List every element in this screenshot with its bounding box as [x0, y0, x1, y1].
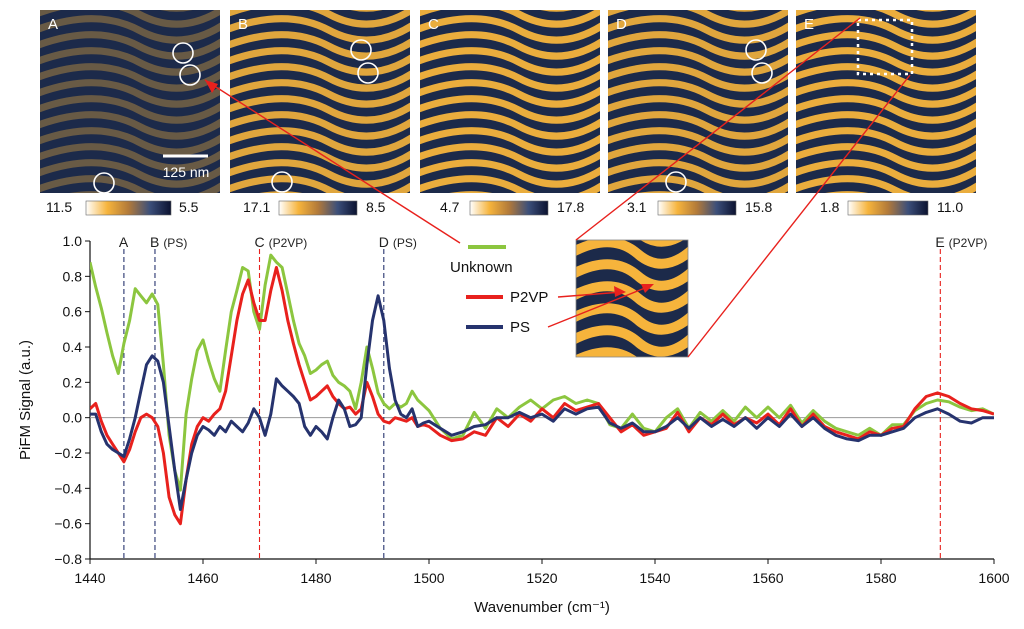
peak-marker-label: B (PS): [150, 234, 187, 250]
map-panel-a: A 125 nm: [40, 10, 220, 194]
zoom-inset-image: [576, 240, 688, 357]
x-tick-label: 1580: [865, 570, 896, 586]
x-tick-label: 1460: [187, 570, 218, 586]
y-tick-label: 0.6: [63, 304, 83, 320]
colorbar-d-right: 15.8: [745, 199, 772, 215]
y-tick-label: 0.0: [63, 410, 83, 426]
colorbar-e: 1.8 11.0: [820, 199, 963, 216]
arrowhead: [205, 80, 218, 93]
y-tick-label: 0.4: [63, 339, 83, 355]
panel-letter-e: E: [804, 16, 814, 33]
marker-circle: [350, 39, 372, 61]
marker-circle: [751, 62, 773, 84]
arrowhead: [614, 286, 626, 297]
connector-p2vp: [557, 291, 623, 298]
y-tick-label: −0.8: [54, 551, 82, 567]
colorbar-a-left: 11.5: [46, 199, 72, 215]
x-tick-label: 1500: [413, 570, 444, 586]
colorbar-a-right: 5.5: [179, 199, 199, 215]
plot: −0.8−0.6−0.4−0.20.00.20.40.60.81.0 1440 1…: [17, 233, 1010, 616]
colorbar-d: 3.1 15.8: [627, 199, 772, 216]
map-panel-d: D: [608, 10, 788, 193]
scale-bar-label: 125 nm: [163, 164, 210, 180]
series-line-p2vp: [90, 266, 994, 526]
y-tick-label: −0.2: [54, 445, 82, 461]
map-panel-b: B: [230, 10, 410, 193]
x-ticks: 1440 1460 1480 1500 1520 1540 1560 1580 1600: [74, 559, 1010, 586]
marker-circle: [179, 64, 201, 86]
peak-marker-label: E (P2VP): [935, 234, 987, 250]
colorbar-b-left: 17.1: [243, 199, 270, 215]
zoom-region-box: [856, 18, 914, 76]
marker-circle: [357, 62, 379, 84]
x-tick-label: 1540: [639, 570, 670, 586]
connector-inset-bottom: [687, 74, 911, 358]
map-panel-e: E: [796, 10, 976, 193]
x-tick-label: 1480: [300, 570, 331, 586]
colorbar-a: 11.5 5.5: [46, 199, 199, 216]
legend-label-ps: PS: [510, 319, 530, 336]
colorbar-c: 4.7 17.8: [440, 199, 584, 216]
legend: Unknown P2VP PS: [450, 245, 548, 336]
y-tick-label: 0.8: [63, 268, 83, 284]
colorbar-d-left: 3.1: [627, 199, 647, 215]
legend-label-unknown: Unknown: [450, 259, 513, 276]
panel-letter-d: D: [616, 16, 627, 33]
peak-marker-label: A: [119, 234, 129, 250]
marker-circle: [271, 171, 293, 193]
map-panel-c: C: [420, 10, 600, 193]
map-panels: A 125 nm B C D E: [40, 10, 976, 194]
legend-label-p2vp: P2VP: [510, 289, 548, 306]
marker-circle: [745, 39, 767, 61]
series-line-unknown: [90, 253, 994, 492]
series-lines: [90, 253, 994, 526]
x-tick-label: 1440: [74, 570, 105, 586]
x-tick-label: 1520: [526, 570, 557, 586]
zoom-inset: [575, 239, 689, 358]
map-image-c: [420, 10, 600, 193]
x-axis-title: Wavenumber (cm⁻¹): [474, 599, 610, 616]
x-tick-label: 1560: [752, 570, 783, 586]
y-axis-title: PiFM Signal (a.u.): [17, 340, 34, 460]
peak-marker-label: C (P2VP): [255, 234, 308, 250]
map-image-e: [796, 10, 976, 193]
colorbars: 11.5 5.5 17.1 8.5 4.7 17.8 3.1 15.8 1.8 …: [46, 199, 963, 216]
connector-ps: [547, 285, 651, 328]
connector-inset-top: [575, 17, 861, 241]
peak-marker-label: D (PS): [379, 234, 417, 250]
y-tick-label: 1.0: [63, 233, 83, 249]
marker-circle: [93, 172, 115, 194]
colorbar-c-right: 17.8: [557, 199, 584, 215]
colorbar-b-right: 8.5: [366, 199, 386, 215]
y-tick-label: −0.6: [54, 516, 82, 532]
y-tick-label: 0.2: [63, 374, 83, 390]
connector-unknown: [204, 79, 461, 244]
marker-circle: [665, 171, 687, 193]
colorbar-c-left: 4.7: [440, 199, 460, 215]
arrowhead: [641, 284, 654, 293]
map-image-b: [230, 10, 410, 193]
y-tick-label: −0.4: [54, 480, 82, 496]
connector-lines: [204, 17, 911, 358]
panel-letter-b: B: [238, 16, 248, 33]
panel-letter-c: C: [428, 16, 439, 33]
colorbar-e-left: 1.8: [820, 199, 840, 215]
y-ticks: −0.8 −0.6 −0.4 −0.2 0.0 0.2 0.4 0.6 0.8 1.0: [54, 233, 90, 567]
colorbar-e-right: 11.0: [937, 199, 963, 215]
marker-circle: [172, 42, 194, 64]
colorbar-b: 17.1 8.5: [243, 199, 386, 216]
x-tick-label: 1600: [978, 570, 1009, 586]
series-line-ps: [90, 294, 994, 511]
map-image-a: [40, 10, 220, 193]
panel-letter-a: A: [48, 16, 58, 33]
